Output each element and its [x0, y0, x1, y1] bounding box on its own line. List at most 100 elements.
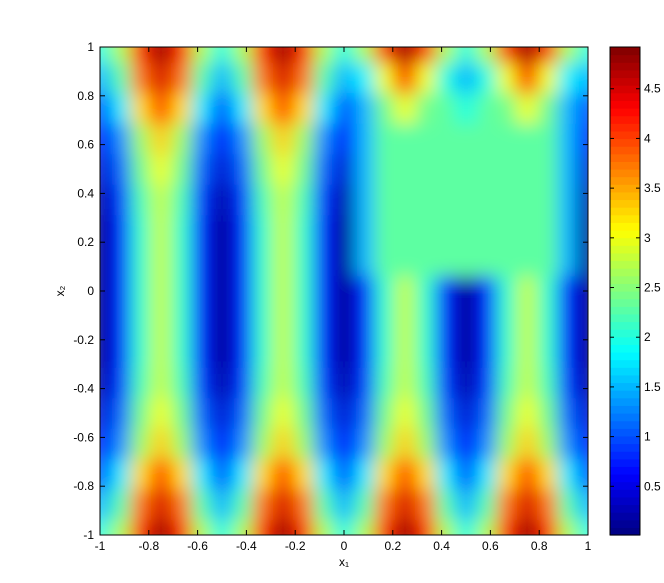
heatmap-cell	[100, 489, 111, 521]
heatmap-cell	[577, 336, 588, 368]
heatmap-cell	[577, 519, 588, 535]
heatmap-cell	[374, 275, 396, 307]
heatmap-cell	[537, 397, 558, 429]
heatmap-cell	[476, 428, 497, 460]
heatmap-cell	[171, 336, 192, 368]
heatmap-cell	[496, 123, 518, 155]
heatmap-cell	[293, 428, 314, 460]
heatmap-cell	[516, 184, 538, 216]
heatmap-cell	[557, 123, 579, 155]
heatmap-cell	[211, 123, 233, 155]
heatmap-cell	[415, 123, 436, 155]
heatmap-cell	[211, 275, 233, 307]
heatmap-cell	[232, 245, 253, 277]
heatmap-cell	[232, 92, 253, 124]
heatmap-cell	[232, 275, 253, 307]
heatmap-cell	[333, 245, 355, 277]
heatmap-cell	[171, 153, 192, 185]
heatmap-cell	[415, 92, 436, 124]
heatmap-cell	[100, 367, 111, 399]
heatmap-cell	[293, 184, 314, 216]
heatmap-cell	[313, 153, 335, 185]
heatmap-cell	[374, 519, 396, 535]
heatmap-cell	[435, 489, 457, 521]
heatmap-cell	[232, 336, 253, 368]
colorbar-tick-label: 2.5	[644, 281, 661, 295]
heatmap-cell	[171, 62, 192, 94]
heatmap-cell	[577, 367, 588, 399]
heatmap-cell	[394, 519, 416, 535]
heatmap-cell	[394, 214, 416, 246]
heatmap-cell	[171, 519, 192, 535]
heatmap-cell	[415, 62, 436, 94]
heatmap-cell	[313, 184, 335, 216]
heatmap-cell	[110, 184, 131, 216]
heatmap-cell	[374, 184, 396, 216]
heatmap-cell	[272, 489, 294, 521]
heatmap-cell	[516, 397, 538, 429]
heatmap-cell	[150, 489, 172, 521]
heatmap-cell	[150, 47, 172, 63]
heatmap-cell	[476, 397, 497, 429]
heatmap-cell	[232, 214, 253, 246]
heatmap-cell	[211, 92, 233, 124]
heatmap-cell	[211, 458, 233, 490]
heatmap-cell	[557, 184, 579, 216]
heatmap-cell	[313, 428, 335, 460]
colorbar-tick-label: 2	[644, 330, 651, 344]
heatmap-cell	[130, 245, 152, 277]
heatmap-cell	[293, 336, 314, 368]
heatmap-cell	[313, 336, 335, 368]
heatmap-cell	[333, 214, 355, 246]
heatmap-cell	[333, 489, 355, 521]
heatmap-cell	[272, 275, 294, 307]
heatmap-cell	[272, 519, 294, 535]
heatmap-cell	[211, 153, 233, 185]
heatmap-cell	[435, 428, 457, 460]
heatmap-cell	[110, 458, 131, 490]
heatmap-cell	[455, 519, 477, 535]
heatmap-cell	[476, 153, 497, 185]
heatmap-cell	[191, 397, 213, 429]
heatmap-cell	[496, 519, 518, 535]
heatmap-cell	[537, 519, 558, 535]
heatmap-cell	[354, 336, 375, 368]
heatmap-cell	[293, 489, 314, 521]
heatmap-cell	[100, 184, 111, 216]
heatmap-cell	[191, 47, 213, 63]
heatmap-cell	[252, 153, 274, 185]
heatmap-cell	[374, 214, 396, 246]
heatmap-cell	[293, 458, 314, 490]
heatmap-cell	[537, 367, 558, 399]
heatmap-cell	[516, 458, 538, 490]
heatmap-cell	[354, 489, 375, 521]
heatmap-cell	[272, 367, 294, 399]
heatmap-cell	[293, 275, 314, 307]
heatmap-cell	[354, 428, 375, 460]
heatmap-cell	[516, 123, 538, 155]
heatmap-cell	[516, 336, 538, 368]
heatmap-cell	[435, 306, 457, 338]
heatmap-cell	[354, 184, 375, 216]
heatmap-cell	[252, 47, 274, 63]
heatmap-cell	[455, 184, 477, 216]
heatmap-cell	[191, 62, 213, 94]
heatmap-cell	[110, 397, 131, 429]
heatmap-cell	[110, 428, 131, 460]
heatmap-cell	[476, 367, 497, 399]
heatmap-cell	[171, 397, 192, 429]
heatmap-cell	[496, 306, 518, 338]
heatmap-cell	[394, 275, 416, 307]
heatmap-cell	[496, 214, 518, 246]
heatmap-cell	[435, 367, 457, 399]
colorbar-tick-label: 4.5	[644, 82, 661, 96]
heatmap-cell	[130, 214, 152, 246]
heatmap-cell	[354, 397, 375, 429]
heatmap-cell	[476, 245, 497, 277]
heatmap-cell	[537, 92, 558, 124]
heatmap-cell	[272, 123, 294, 155]
heatmap-cell	[171, 214, 192, 246]
heatmap-cell	[354, 275, 375, 307]
heatmap-cell	[476, 458, 497, 490]
